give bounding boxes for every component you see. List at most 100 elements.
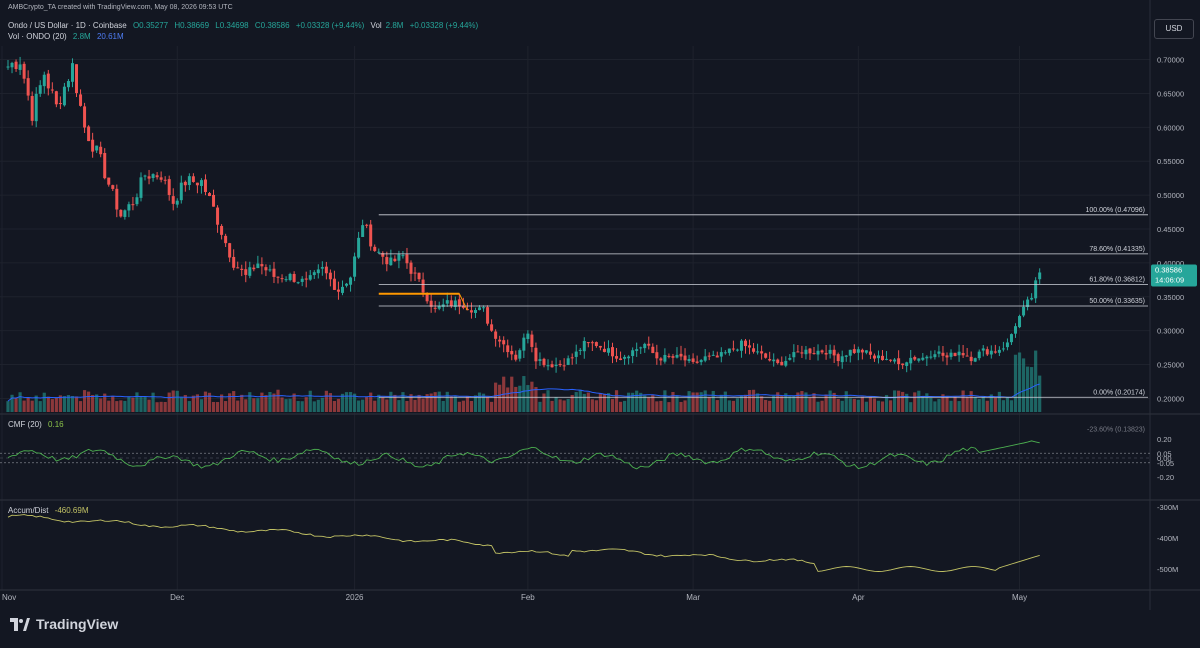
candle	[357, 237, 361, 258]
candle	[260, 264, 264, 267]
cmf-tick-label: -0.05	[1157, 459, 1174, 468]
volume-bar	[87, 391, 91, 412]
candle	[26, 78, 30, 96]
fib-level-label: 50.00% (0.33635)	[1089, 298, 1145, 305]
volume-bar	[808, 397, 812, 412]
candle	[522, 337, 526, 351]
candle	[965, 355, 969, 357]
volume-bar	[768, 400, 772, 412]
candle	[312, 272, 316, 276]
candle	[977, 351, 981, 359]
volume-bar	[352, 393, 357, 412]
ad-legend[interactable]: Accum/Dist -460.69M	[8, 506, 92, 515]
candle	[393, 258, 397, 262]
volume-bar	[228, 393, 232, 412]
vol-label: Vol	[370, 21, 382, 30]
volume-bar	[953, 396, 957, 412]
candle	[14, 61, 18, 70]
candle	[828, 349, 832, 354]
ohlc-low: L0.34698	[215, 21, 249, 30]
candle	[1005, 342, 1009, 348]
candle	[687, 359, 691, 362]
cmf-legend[interactable]: CMF (20) 0.16	[8, 420, 68, 429]
volume-bar	[542, 393, 546, 412]
candle	[957, 351, 961, 356]
candle	[131, 204, 135, 206]
volume-bar	[22, 400, 26, 412]
volume-bar	[804, 392, 808, 412]
volume-bar	[373, 400, 377, 412]
volume-bar	[780, 396, 784, 412]
candle	[369, 224, 373, 247]
candle	[397, 254, 401, 261]
candle	[224, 235, 228, 244]
candle	[554, 364, 558, 367]
volume-bar	[852, 398, 856, 412]
volume-bar	[405, 400, 409, 412]
candle	[316, 269, 320, 274]
candle	[50, 89, 54, 91]
candle	[377, 251, 381, 253]
candle	[240, 268, 244, 270]
volume-bar	[292, 393, 296, 412]
volume-bar	[574, 392, 578, 412]
volume-bar	[659, 400, 663, 412]
volume-bar	[1034, 350, 1038, 412]
ohlc-high: H0.38669	[174, 21, 210, 30]
candle	[852, 349, 856, 353]
volume-bar	[695, 392, 699, 412]
candle	[723, 352, 727, 354]
candle	[175, 200, 179, 205]
ad-value: -460.69M	[54, 506, 89, 515]
volume-bar	[651, 394, 655, 412]
volume-bar	[377, 394, 381, 412]
candle	[530, 334, 534, 347]
volume-bar	[107, 400, 111, 412]
volume-bar	[635, 390, 639, 412]
symbol-title[interactable]: Ondo / US Dollar · 1D · Coinbase	[8, 21, 127, 30]
volume-bar	[772, 395, 776, 412]
x-tick-label: Apr	[852, 593, 865, 602]
volume-bar	[921, 395, 925, 412]
x-tick-label: Nov	[2, 593, 16, 602]
candle	[328, 272, 332, 280]
volume-bar	[54, 397, 58, 412]
candle	[6, 66, 10, 68]
x-tick-label: Feb	[521, 593, 535, 602]
tradingview-logo[interactable]: TradingView	[10, 616, 118, 632]
volume-bar	[203, 391, 208, 412]
volume-bar	[518, 385, 522, 412]
candle	[973, 358, 977, 362]
candle	[683, 355, 687, 361]
volume-bar	[369, 392, 373, 412]
volume-bar	[586, 392, 590, 412]
volume-bar	[639, 392, 643, 412]
candle	[639, 347, 643, 349]
volume-indicator-row[interactable]: Vol · ONDO (20) 2.8M 20.61M	[8, 32, 128, 41]
candle	[38, 85, 42, 94]
y-tick-label: 0.40000	[1157, 259, 1184, 268]
volume-bar	[119, 400, 123, 412]
fib-level-label: 0.00% (0.20174)	[1093, 389, 1145, 396]
volume-bar	[864, 401, 868, 412]
candle	[989, 350, 993, 355]
y-tick-label: 0.60000	[1157, 123, 1184, 132]
candle	[715, 355, 719, 358]
candle	[695, 361, 699, 363]
fib-level-label: 78.60% (0.41335)	[1089, 246, 1145, 253]
candle	[756, 351, 760, 353]
currency-button[interactable]: USD	[1154, 19, 1194, 39]
candle	[623, 356, 627, 359]
candle	[860, 349, 864, 353]
volume-bar	[1017, 352, 1022, 412]
volume-bar	[498, 384, 502, 412]
candle	[498, 339, 502, 342]
volume-bar	[131, 397, 135, 412]
candle	[66, 81, 70, 88]
volume-bar	[336, 398, 341, 412]
candle	[703, 356, 707, 361]
vol-change: +0.03328 (+9.44%)	[409, 21, 479, 30]
volume-bar	[590, 399, 594, 412]
